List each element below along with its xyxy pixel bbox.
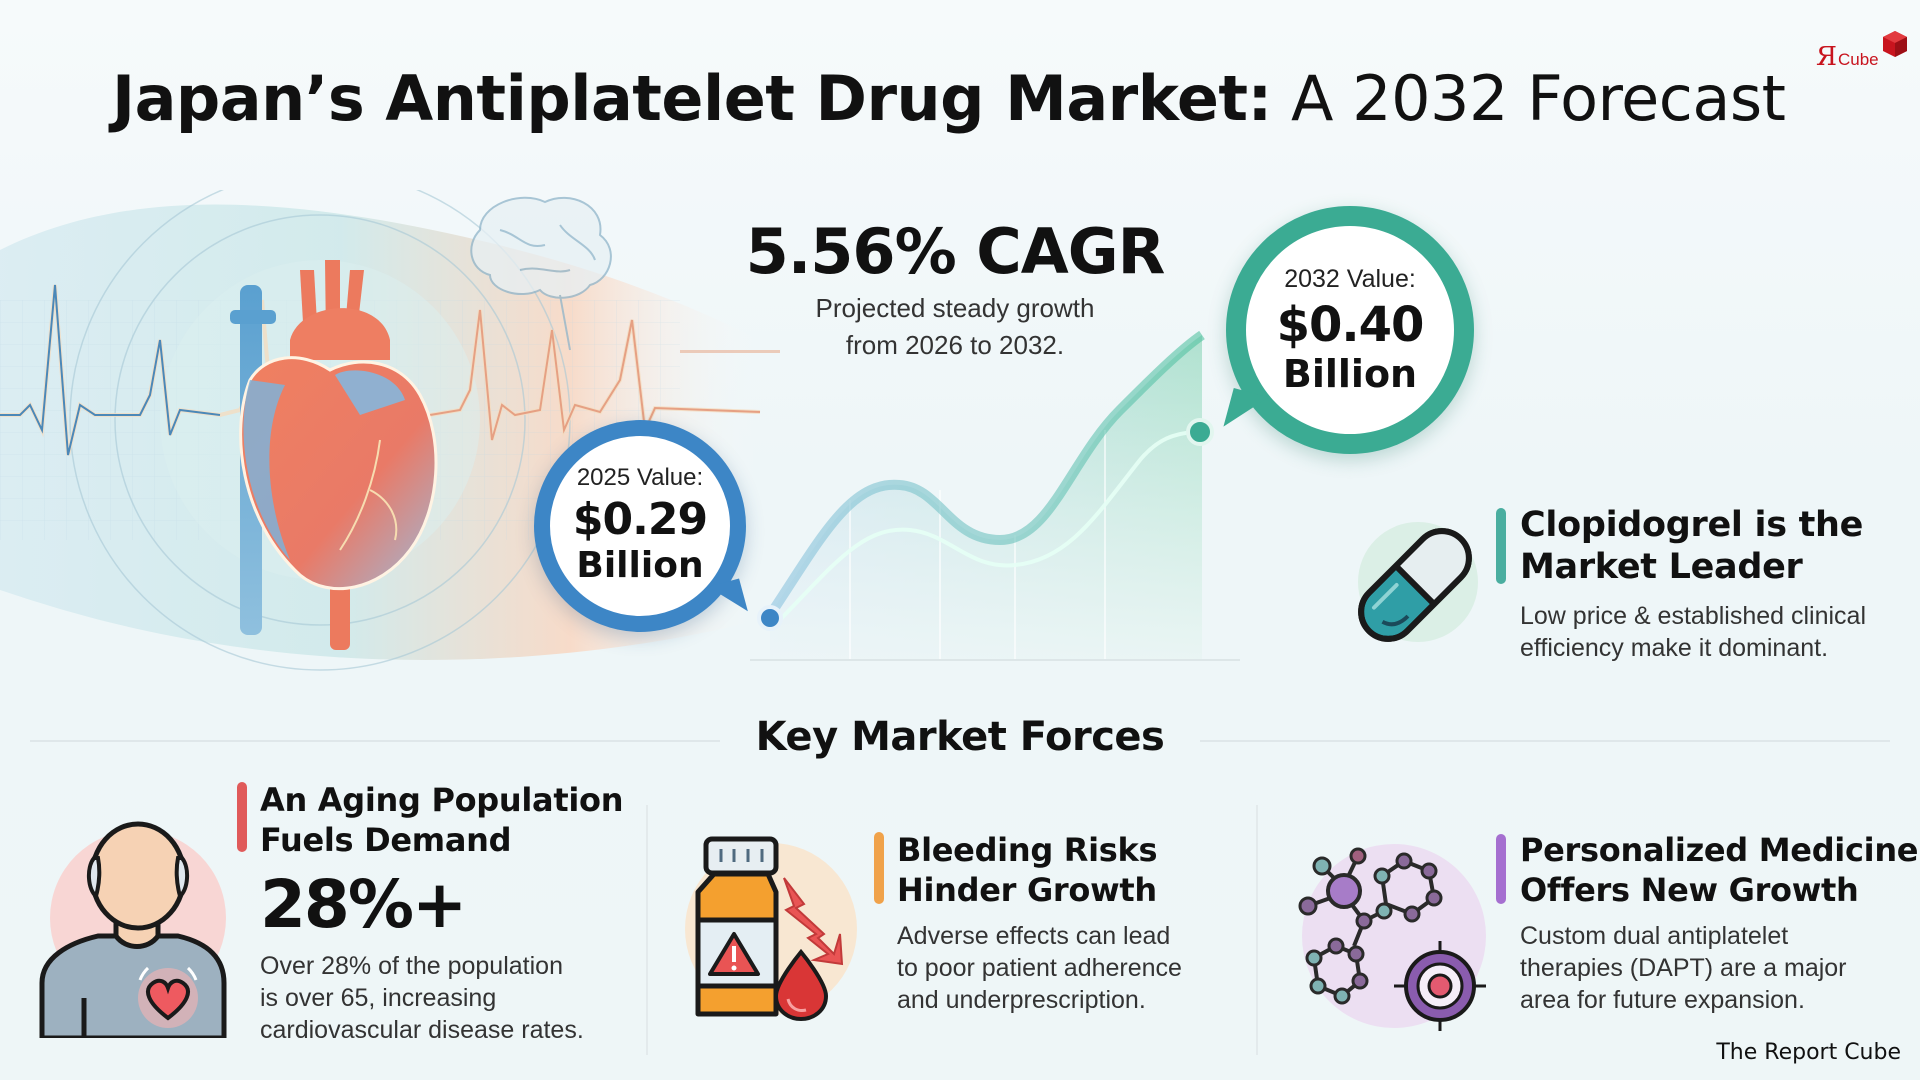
force-stat: 28%+ [260,866,467,943]
force-title-line: An Aging Population [260,781,624,819]
force-desc-line: therapies (DAPT) are a major [1520,954,1847,982]
force-desc-line: is over 65, increasing [260,984,497,1012]
target-reticle [1394,941,1486,1031]
force-title: Personalized Medicine Offers New Growth [1520,830,1919,910]
force-description: Adverse effects can lead to poor patient… [897,920,1182,1016]
force-desc-line: Over 28% of the population [260,952,563,980]
force-title-line: Offers New Growth [1520,871,1859,909]
logo-r: Я [1816,42,1837,72]
force-title: An Aging Population Fuels Demand [260,780,623,860]
section-divider-left [30,740,720,742]
section-divider-right [1200,740,1890,742]
leader-title-line: Clopidogrel is the [1520,505,1864,545]
force-title-line: Hinder Growth [897,871,1157,909]
force-title-line: Fuels Demand [260,821,512,859]
column-separator [1256,805,1258,1055]
leader-title: Clopidogrel is the Market Leader [1520,504,1863,588]
page-title: Japan’s Antiplatelet Drug Market: A 2032… [112,62,1812,135]
force-accent-bar [1496,834,1506,904]
title-bold: Japan’s Antiplatelet Drug Market: [112,62,1272,135]
force-description: Custom dual antiplatelet therapies (DAPT… [1520,920,1847,1016]
end-value-amount: $0.40 [1276,296,1425,353]
end-value-unit: Billion [1282,351,1418,396]
elderly-person-heart-icon [39,821,227,1038]
force-title: Bleeding Risks Hinder Growth [897,830,1158,910]
force-desc-line: Adverse effects can lead [897,922,1171,950]
leader-desc-line: efficiency make it dominant. [1520,634,1829,662]
medicine-bottle-warning-icon [685,836,857,1022]
force-title-line: Bleeding Risks [897,831,1158,869]
force-desc-line: cardiovascular disease rates. [260,1016,584,1044]
cagr-subtitle-line: from 2026 to 2032. [845,330,1065,360]
capsule-pill-icon [1358,522,1478,642]
logo-text: Cube [1838,50,1879,69]
end-value-label: 2032 Value: [1284,264,1416,293]
force-title-line: Personalized Medicine [1520,831,1919,869]
leader-description: Low price & established clinical efficie… [1520,600,1866,664]
leader-title-line: Market Leader [1520,547,1803,587]
force-desc-line: area for future expansion. [1520,986,1805,1014]
start-point-marker [757,605,783,631]
cagr-subtitle: Projected steady growth from 2026 to 203… [700,290,1210,364]
title-light: A 2032 Forecast [1291,62,1786,135]
leader-desc-line: Low price & established clinical [1520,602,1867,630]
force-desc-line: and underprescription. [897,986,1146,1014]
column-separator [646,805,648,1055]
leader-accent-bar [1496,508,1506,584]
end-point-marker [1186,418,1214,446]
cagr-value: 5.56% CAGR [745,215,1166,288]
section-title: Key Market Forces [755,714,1165,760]
force-accent-bar [237,782,247,852]
cagr-subtitle-line: Projected steady growth [815,293,1095,323]
cube-icon [1883,31,1907,57]
start-value-label: 2025 Value: [576,464,704,491]
start-value-unit: Billion [576,545,704,586]
force-description: Over 28% of the population is over 65, i… [260,950,584,1046]
footer-credit: The Report Cube [1716,1040,1901,1065]
molecule-target-icon [1298,844,1486,1031]
force-accent-bar [874,832,884,904]
report-cube-logo: Я Cube [1816,30,1908,74]
growth-line-chart [750,330,1240,661]
force-desc-line: to poor patient adherence [897,954,1182,982]
start-value-amount: $0.29 [572,494,708,545]
force-desc-line: Custom dual antiplatelet [1520,922,1789,950]
